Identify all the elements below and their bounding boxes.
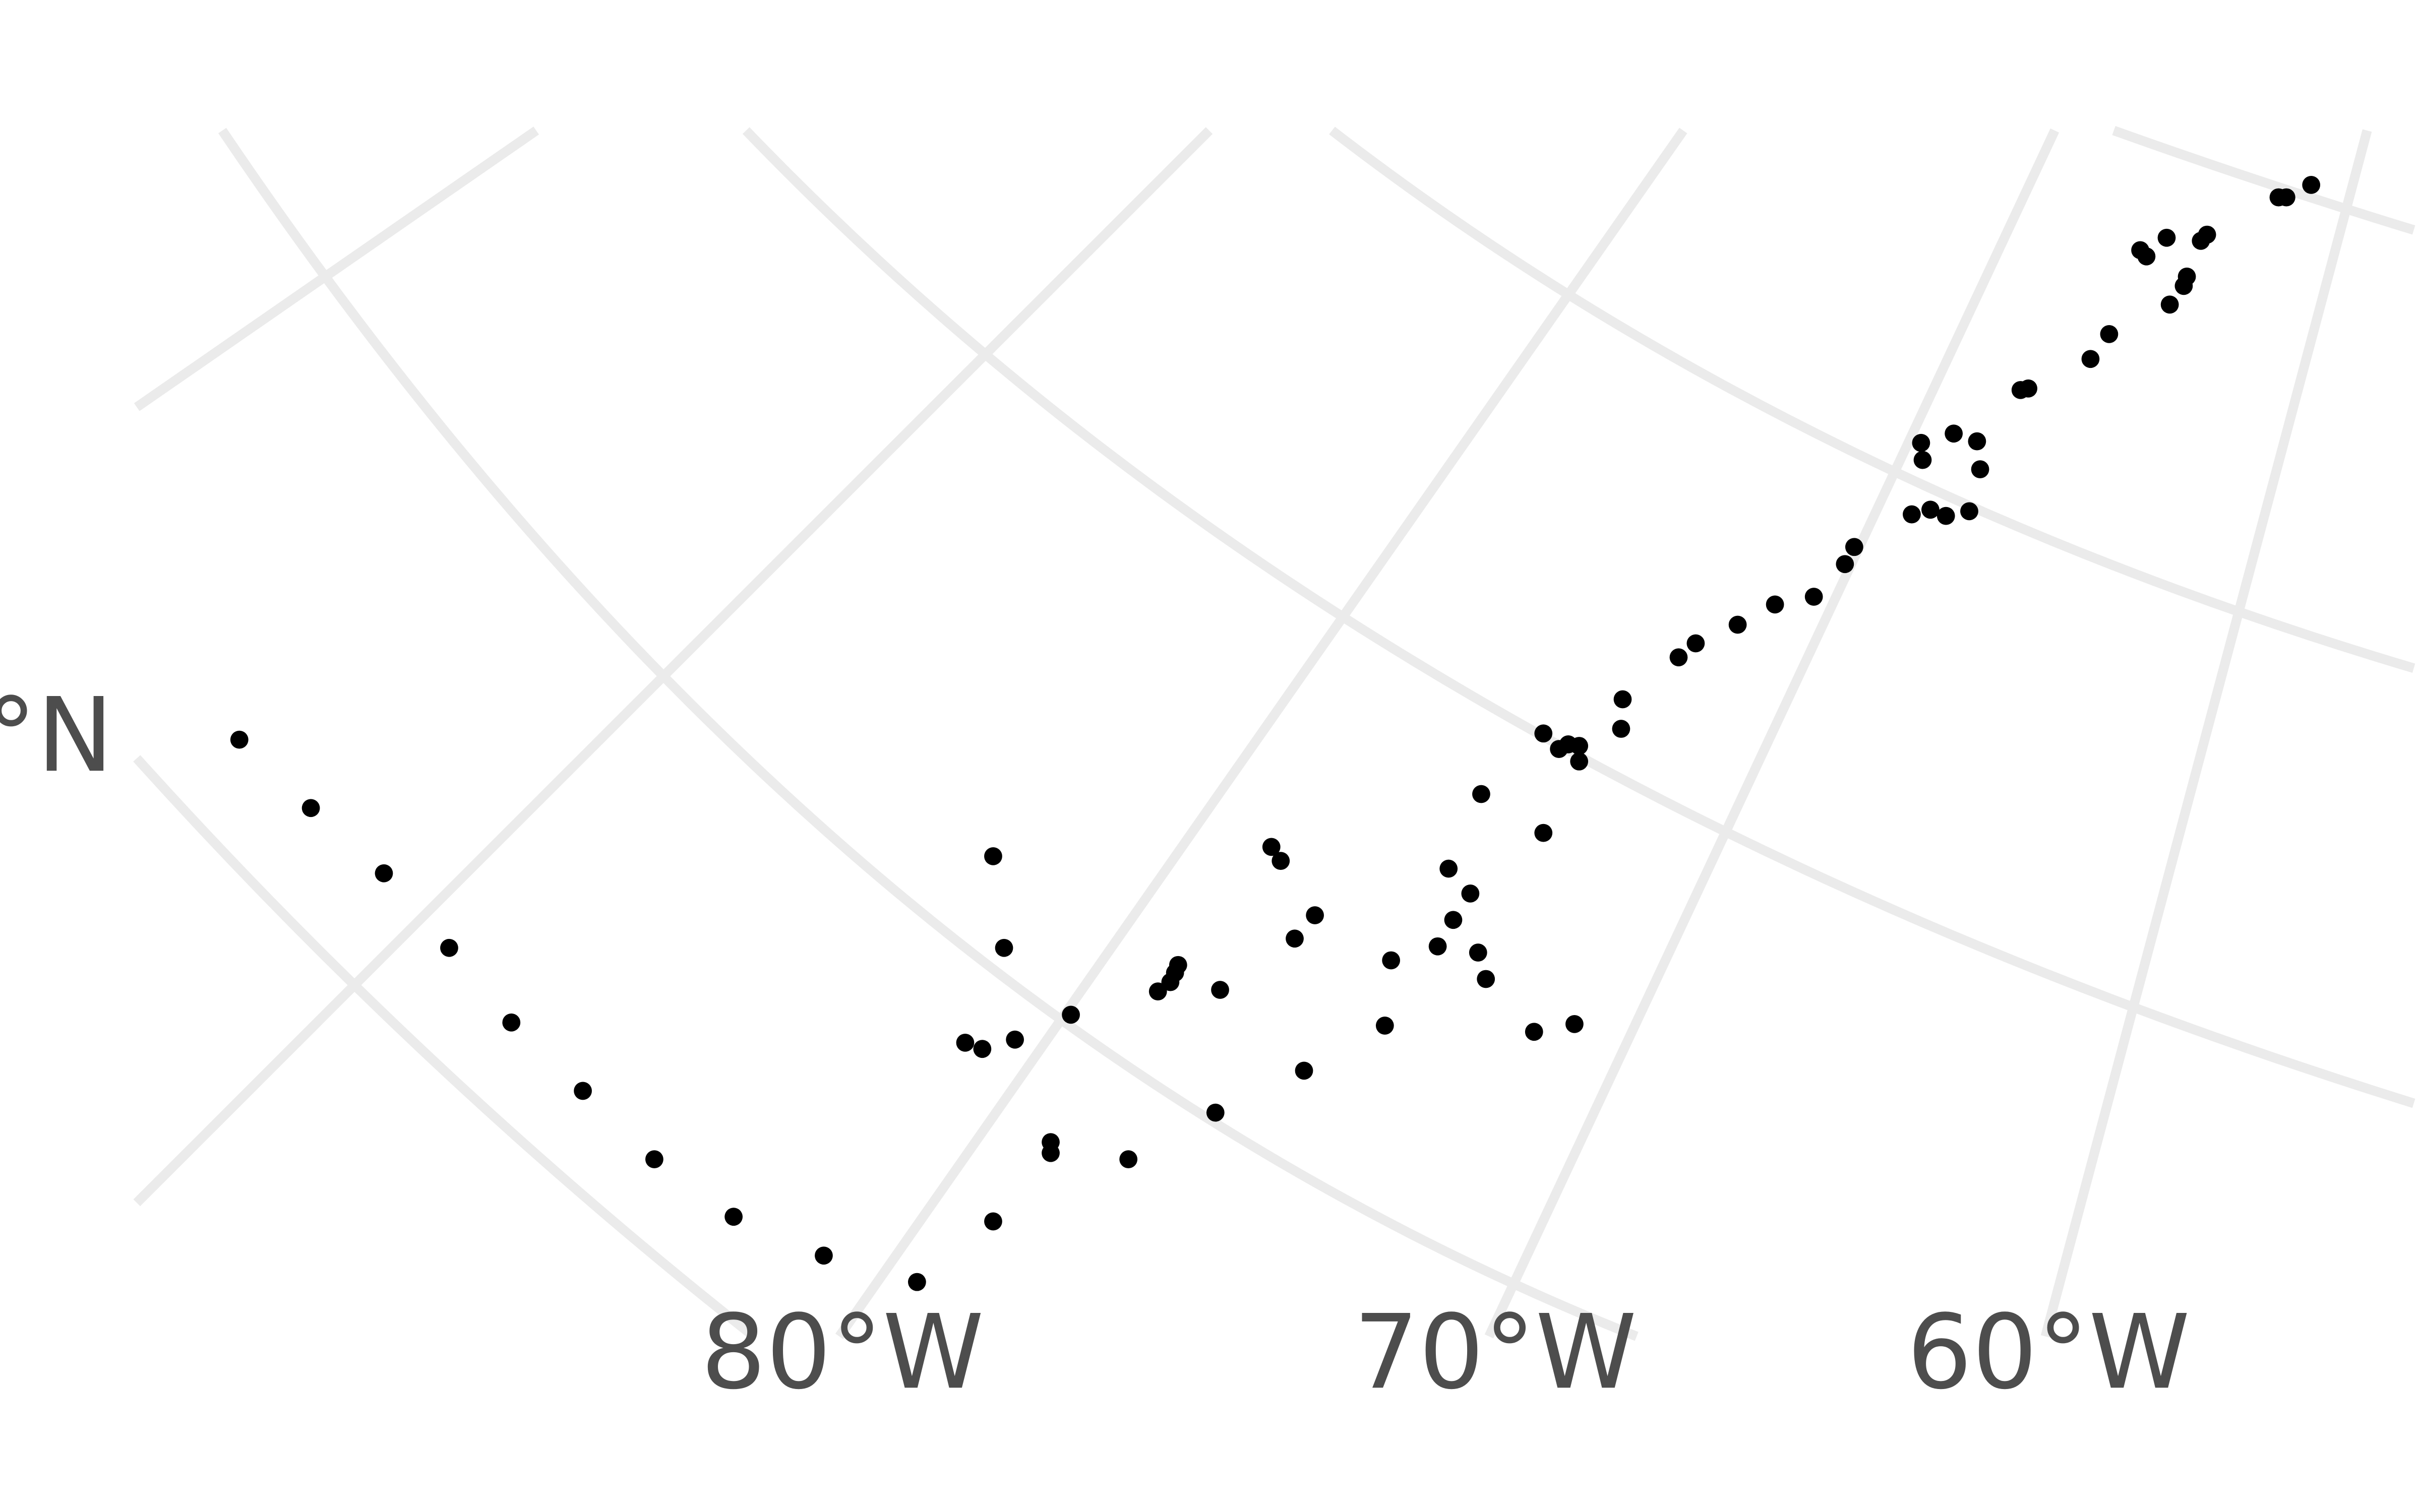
data-point (1262, 838, 1281, 856)
data-point (1570, 737, 1589, 755)
data-point (984, 847, 1002, 865)
data-point (1921, 500, 1940, 519)
data-point (2019, 379, 2038, 398)
data-point (1565, 1015, 1584, 1033)
data-point (1461, 884, 1480, 903)
data-point (995, 938, 1013, 957)
data-point (502, 1013, 521, 1032)
data-point (1836, 555, 1854, 574)
latitude-line (218, 128, 1639, 1341)
data-point (1570, 752, 1589, 771)
data-point (1913, 451, 1932, 469)
data-point (1945, 424, 1963, 443)
longitude-label-70w: 70°W (1354, 1292, 1637, 1412)
data-point (1968, 432, 1986, 451)
data-point (2160, 295, 2179, 314)
data-point (973, 1040, 992, 1058)
data-point (1669, 648, 1688, 667)
data-point (1534, 724, 1553, 743)
data-point (1534, 824, 1553, 842)
meridian-line (133, 127, 1213, 1207)
meridian-line (134, 127, 539, 411)
data-point (1148, 982, 1167, 1000)
meridian-line (1484, 128, 2060, 1339)
graticule (133, 125, 2415, 1341)
data-point (1042, 1144, 1060, 1162)
data-point (956, 1033, 975, 1052)
data-point (1169, 956, 1187, 974)
data-point (1766, 595, 1784, 614)
data-point (1971, 460, 1989, 479)
data-point (2198, 225, 2216, 244)
data-point (1428, 937, 1447, 956)
latitude-label-74n: 74°N (0, 675, 113, 795)
latitude-line (742, 127, 2415, 1108)
data-point (2177, 267, 2196, 286)
data-point (1439, 859, 1458, 878)
data-point (230, 730, 249, 749)
data-point (1686, 634, 1705, 653)
data-point (440, 938, 458, 957)
data-point (1525, 1023, 1543, 1041)
data-point (645, 1150, 663, 1168)
data-point (375, 864, 393, 883)
data-point (724, 1208, 743, 1226)
data-point (1912, 433, 1930, 452)
data-point (2137, 247, 2156, 266)
data-point (574, 1082, 592, 1100)
data-point (1286, 929, 1304, 948)
data-point (1845, 538, 1863, 556)
data-point (1469, 943, 1487, 962)
data-point (984, 1212, 1002, 1231)
longitude-label-80w: 80°W (701, 1292, 984, 1412)
data-point (815, 1246, 833, 1265)
data-point (1937, 507, 1955, 525)
axis-labels: 80°W 70°W 60°W 74°N (0, 675, 2190, 1412)
data-point (1903, 505, 1921, 524)
data-point (1728, 615, 1747, 634)
meridian-line (835, 128, 1687, 1340)
data-point (2100, 325, 2119, 343)
data-point (1960, 502, 1978, 521)
latitude-line (2112, 125, 2415, 235)
data-point (1119, 1150, 1138, 1168)
data-point (1477, 970, 1495, 988)
data-point (2081, 350, 2100, 368)
data-point (1472, 785, 1490, 803)
data-point (1306, 906, 1324, 924)
longitude-label-60w: 60°W (1907, 1292, 2190, 1412)
data-point (1444, 911, 1463, 929)
data-point (1375, 1017, 1394, 1035)
data-point (908, 1273, 926, 1291)
data-point (1804, 588, 1823, 606)
latitude-line (1329, 127, 2415, 673)
data-point (1613, 690, 1632, 709)
meridian-line (2040, 129, 2372, 1338)
latitude-line (133, 755, 757, 1341)
data-point (2302, 176, 2321, 194)
data-point (2277, 188, 2295, 207)
data-point (1206, 1103, 1225, 1122)
data-point (1211, 981, 1229, 999)
data-point (1006, 1030, 1024, 1049)
data-point (1612, 720, 1630, 738)
data-points (230, 176, 2321, 1291)
data-point (301, 799, 320, 817)
data-point (1272, 852, 1290, 870)
data-point (2157, 228, 2176, 247)
data-point (1295, 1061, 1313, 1080)
data-point (1382, 951, 1401, 970)
data-point (1062, 1005, 1080, 1024)
